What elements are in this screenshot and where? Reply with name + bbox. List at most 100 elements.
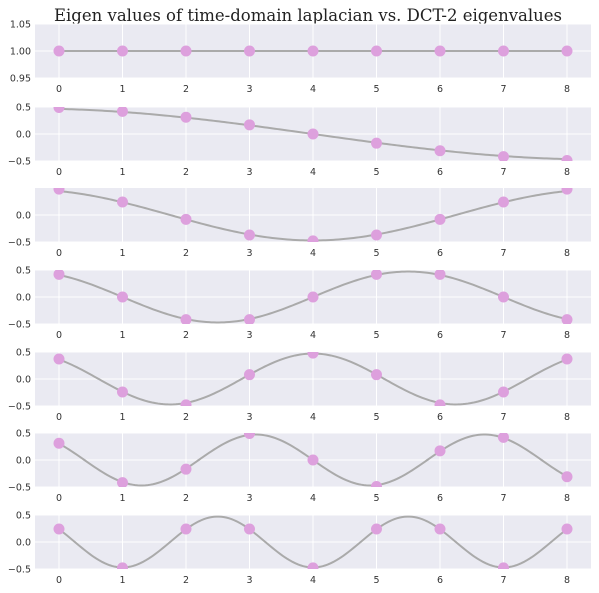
- x-tick-label: 0: [56, 330, 62, 341]
- x-tick-label: 1: [119, 412, 125, 423]
- y-tick-label: 0.0: [16, 211, 31, 222]
- x-tick-label: 7: [500, 493, 506, 504]
- data-point: [180, 111, 192, 123]
- x-tick-label: 5: [373, 248, 379, 259]
- data-point: [434, 445, 446, 457]
- x-tick-label: 2: [183, 84, 189, 95]
- data-point: [307, 454, 319, 466]
- data-point: [53, 353, 65, 365]
- x-tick-label: 1: [119, 248, 125, 259]
- data-point: [498, 291, 509, 303]
- x-tick-label: 3: [246, 493, 252, 504]
- y-tick-label: 0.5: [16, 348, 31, 359]
- x-tick-label: 5: [373, 330, 379, 341]
- y-tick-label: 1.00: [10, 47, 31, 58]
- data-point: [180, 463, 192, 475]
- data-point: [561, 188, 573, 195]
- data-point: [307, 45, 319, 57]
- data-point: [498, 151, 509, 161]
- data-point: [117, 196, 128, 208]
- x-tick-label: 2: [183, 412, 189, 423]
- y-tick-label: 0.95: [10, 74, 31, 85]
- x-tick-label: 8: [564, 84, 570, 95]
- y-tick-label: 1.05: [10, 20, 31, 31]
- y-tick-label: −0.5: [8, 565, 31, 576]
- x-tick-label: 5: [373, 493, 379, 504]
- data-point: [371, 480, 382, 487]
- x-tick-label: 5: [373, 412, 379, 423]
- data-point: [371, 137, 382, 149]
- x-tick-label: 1: [119, 330, 125, 341]
- x-tick-label: 3: [246, 167, 252, 178]
- data-point: [434, 270, 446, 280]
- x-tick-label: 7: [500, 330, 506, 341]
- x-tick-label: 8: [564, 248, 570, 259]
- x-tick-label: 6: [437, 330, 443, 341]
- data-point: [561, 314, 573, 324]
- data-point: [244, 523, 255, 535]
- subplot-7: 0 1 2 3 4 5 6 7 8 −0.5 0.0 0.5: [8, 511, 591, 586]
- x-tick-label: 4: [310, 84, 316, 95]
- x-tick-label: 7: [500, 248, 506, 259]
- data-point: [180, 213, 192, 225]
- data-point: [117, 477, 128, 487]
- data-point: [434, 213, 446, 225]
- data-point: [307, 562, 319, 569]
- data-point: [117, 45, 128, 57]
- data-point: [180, 314, 192, 324]
- data-point: [53, 437, 65, 449]
- data-point: [498, 386, 509, 398]
- data-point: [180, 399, 192, 406]
- data-point: [244, 369, 255, 381]
- x-tick-label: 3: [246, 84, 252, 95]
- data-point: [561, 471, 573, 483]
- data-point: [498, 196, 509, 208]
- x-tick-label: 0: [56, 412, 62, 423]
- data-point: [371, 45, 382, 57]
- y-tick-label: 0.5: [16, 103, 31, 114]
- x-tick-label: 3: [246, 248, 252, 259]
- subplot-1: 0 1 2 3 4 5 6 7 8 0.95 1.00 1.05: [10, 20, 591, 95]
- data-point: [244, 433, 255, 440]
- y-tick-label: 0.0: [16, 375, 31, 386]
- x-tick-label: 6: [437, 412, 443, 423]
- x-tick-label: 3: [246, 575, 252, 586]
- x-tick-label: 2: [183, 248, 189, 259]
- y-tick-label: −0.5: [8, 157, 31, 168]
- data-point: [53, 107, 65, 114]
- y-tick-label: −0.5: [8, 483, 31, 494]
- y-tick-label: 0.5: [16, 266, 31, 277]
- x-tick-label: 1: [119, 167, 125, 178]
- x-tick-label: 6: [437, 84, 443, 95]
- data-point: [561, 523, 573, 535]
- x-tick-label: 6: [437, 575, 443, 586]
- x-tick-label: 4: [310, 493, 316, 504]
- data-point: [434, 145, 446, 157]
- data-point: [180, 45, 192, 57]
- subplot-2: 0 1 2 3 4 5 6 7 8 −0.5 0.0 0.5: [8, 103, 591, 178]
- data-point: [371, 270, 382, 280]
- data-point: [117, 562, 128, 569]
- data-point: [117, 291, 128, 303]
- x-tick-label: 8: [564, 330, 570, 341]
- data-point: [498, 45, 509, 57]
- x-tick-label: 2: [183, 167, 189, 178]
- data-point: [244, 119, 255, 131]
- x-tick-label: 1: [119, 84, 125, 95]
- x-tick-label: 0: [56, 575, 62, 586]
- x-tick-label: 7: [500, 84, 506, 95]
- x-tick-label: 0: [56, 493, 62, 504]
- x-tick-label: 2: [183, 330, 189, 341]
- x-tick-label: 5: [373, 84, 379, 95]
- x-tick-label: 8: [564, 167, 570, 178]
- x-tick-label: 6: [437, 493, 443, 504]
- data-point: [371, 229, 382, 241]
- data-point: [53, 523, 65, 535]
- data-point: [307, 235, 319, 242]
- x-tick-label: 3: [246, 330, 252, 341]
- x-tick-label: 3: [246, 412, 252, 423]
- y-tick-label: 0.0: [16, 538, 31, 549]
- data-point: [307, 352, 319, 359]
- subplot-5: 0 1 2 3 4 5 6 7 8 −0.5 0.0 0.5: [8, 348, 591, 423]
